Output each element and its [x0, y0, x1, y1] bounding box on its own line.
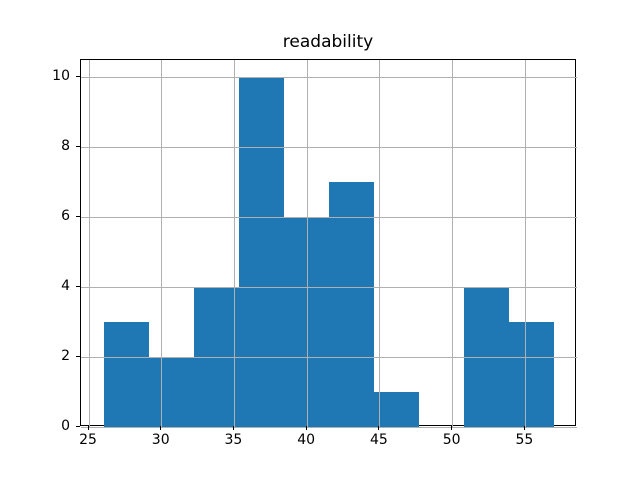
- x-tick-label: 25: [79, 432, 97, 448]
- histogram-bar: [329, 182, 375, 427]
- y-tick-mark: [76, 215, 80, 217]
- plot-area: [80, 59, 577, 428]
- bars-layer: [81, 60, 575, 427]
- x-tick-label: 50: [442, 432, 461, 448]
- x-gridline: [233, 60, 235, 427]
- y-tick-label: 0: [61, 418, 70, 434]
- y-tick-mark: [76, 355, 80, 357]
- x-tick-label: 35: [224, 432, 243, 448]
- grid-layer: [81, 60, 577, 428]
- x-gridline: [524, 60, 526, 427]
- x-tick-mark: [160, 426, 162, 430]
- x-tick-label: 55: [515, 432, 534, 448]
- x-tick-mark: [451, 426, 453, 430]
- chart-title: readability: [282, 32, 374, 52]
- x-tick-label: 45: [369, 432, 388, 448]
- y-gridline: [81, 216, 577, 218]
- y-tick-label: 6: [61, 208, 70, 225]
- x-tick-mark: [232, 426, 234, 430]
- histogram-bar: [238, 77, 284, 427]
- y-tick-label: 8: [61, 138, 70, 155]
- y-gridline: [81, 426, 577, 428]
- histogram-bar: [103, 322, 149, 427]
- y-tick-mark: [76, 285, 80, 287]
- y-tick-mark: [76, 425, 80, 427]
- x-gridline: [161, 60, 163, 427]
- y-tick-mark: [76, 75, 80, 77]
- x-tick-mark: [378, 426, 380, 430]
- x-tick-label: 40: [297, 432, 316, 448]
- x-gridline: [306, 60, 308, 427]
- y-tick-mark: [76, 145, 80, 147]
- y-gridline: [81, 356, 577, 358]
- y-gridline: [81, 286, 577, 288]
- x-tick-mark: [523, 426, 525, 430]
- x-tick-mark: [87, 426, 89, 430]
- y-gridline: [81, 76, 577, 78]
- x-gridline: [379, 60, 381, 427]
- y-tick-label: 4: [61, 278, 70, 295]
- y-tick-label: 2: [61, 348, 70, 365]
- x-tick-label: 30: [151, 432, 170, 448]
- x-gridline: [452, 60, 454, 427]
- histogram-bar: [283, 217, 329, 427]
- y-tick-label: 10: [52, 68, 70, 85]
- histogram-bar: [374, 392, 420, 427]
- x-gridline: [88, 60, 90, 427]
- histogram-bar: [148, 357, 194, 427]
- y-gridline: [81, 146, 577, 148]
- x-tick-mark: [305, 426, 307, 430]
- histogram-bar: [509, 322, 555, 427]
